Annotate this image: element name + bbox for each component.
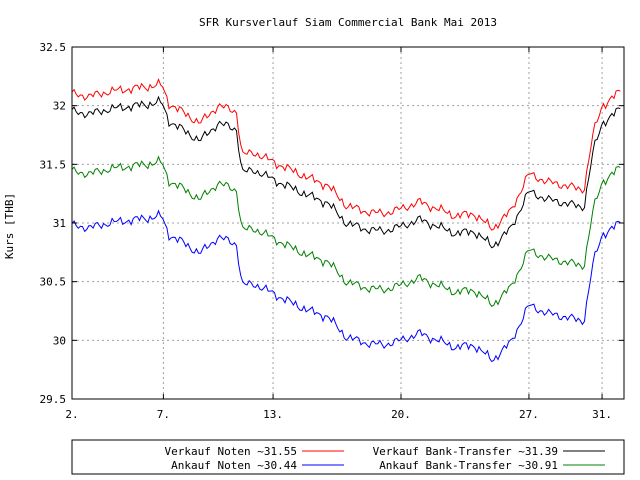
axis-ticks: 29.5 30 30.5 31 31.5 32 32.5 2. 7. 13. 20. 27. 31.	[40, 41, 624, 421]
series-line-1	[71, 77, 621, 231]
y-tick-label: 31.5	[40, 158, 67, 171]
legend-entry-label: Ankauf Bank-Transfer ~30.91	[379, 459, 558, 472]
y-tick-label: 32	[53, 100, 66, 113]
series-group	[71, 77, 621, 363]
y-tick-label: 29.5	[40, 393, 67, 406]
y-tick-label: 31	[53, 217, 66, 230]
x-tick-label: 2.	[65, 408, 78, 421]
y-tick-label: 30	[53, 334, 66, 347]
legend-entry-label: Verkauf Bank-Transfer ~31.39	[373, 445, 558, 458]
y-axis-label: Kurs [THB]	[3, 193, 16, 259]
y-tick-label: 32.5	[40, 41, 67, 54]
legend-entry-label: Ankauf Noten ~30.44	[171, 459, 297, 472]
grid	[72, 47, 624, 399]
series-line-2	[71, 209, 621, 363]
chart-title: SFR Kursverlauf Siam Commercial Bank Mai…	[199, 16, 497, 29]
x-tick-label: 27.	[519, 408, 539, 421]
series-line-4	[71, 155, 621, 307]
x-tick-label: 31.	[592, 408, 612, 421]
series-line-3	[71, 95, 621, 249]
legend-entry-label: Verkauf Noten ~31.55	[165, 445, 297, 458]
x-tick-label: 13.	[263, 408, 283, 421]
y-tick-label: 30.5	[40, 276, 67, 289]
x-tick-label: 20.	[391, 408, 411, 421]
x-tick-label: 7.	[157, 408, 170, 421]
legend-box	[71, 439, 625, 475]
